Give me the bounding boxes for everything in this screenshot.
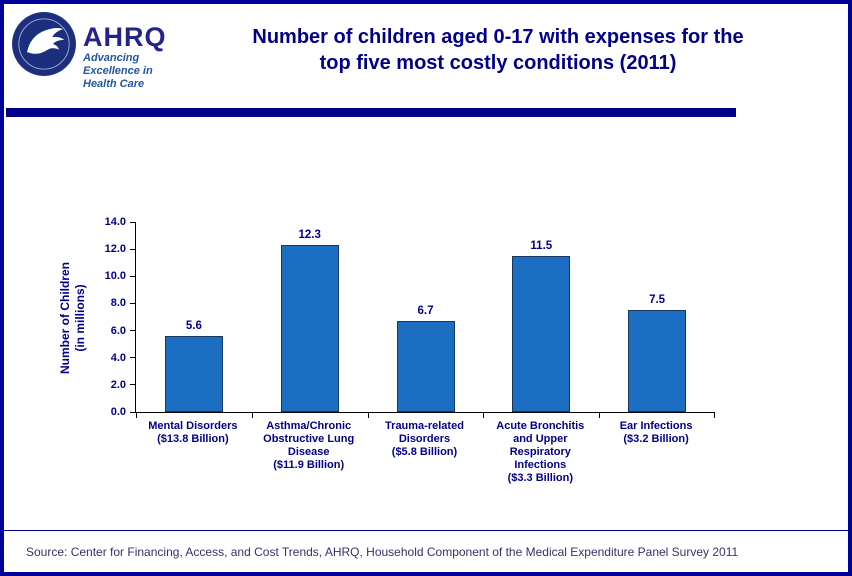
ahrq-tagline-line1: Advancing xyxy=(83,52,140,64)
x-axis-labels: Mental Disorders ($13.8 Billion) Asthma/C… xyxy=(135,420,715,510)
bar-4 xyxy=(512,255,571,412)
y-tick-mark xyxy=(130,248,136,250)
bar-value-label: 6.7 xyxy=(417,305,434,318)
hhs-seal-icon xyxy=(12,12,76,76)
x-category-label: Asthma/Chronic Obstructive Lung Disease … xyxy=(263,420,355,471)
bar-5 xyxy=(628,310,687,412)
y-tick-mark xyxy=(130,384,136,386)
x-tick-mark xyxy=(599,412,601,418)
chart-title-line2: top five most costly conditions (2011) xyxy=(319,52,677,74)
x-category-label: Ear Infections ($3.2 Billion) xyxy=(619,420,693,445)
y-tick-mark xyxy=(130,330,136,332)
y-tick-mark xyxy=(130,302,136,304)
bar-value-label: 5.6 xyxy=(185,320,202,332)
plot-area: 5.6 12.3 6.7 11.5 7.5 xyxy=(130,221,715,418)
x-tick-mark xyxy=(483,412,485,418)
y-tick-label: 8.0 xyxy=(110,297,126,310)
ahrq-tagline: Advancing Excellence in Health Care xyxy=(83,52,167,91)
y-tick-label: 4.0 xyxy=(110,351,126,364)
x-tick-mark xyxy=(367,412,369,418)
bar-value-label: 11.5 xyxy=(530,239,553,252)
ahrq-tagline-line3: Health Care xyxy=(83,78,145,90)
y-axis-title-line1: Number of Children xyxy=(58,262,72,375)
y-tick-label: 2.0 xyxy=(110,378,126,391)
ahrq-tagline-line2: Excellence in xyxy=(83,65,153,77)
x-tick-mark xyxy=(251,412,253,418)
header-divider-bar xyxy=(6,108,736,117)
y-tick-label: 0.0 xyxy=(110,406,126,418)
y-tick-label: 14.0 xyxy=(104,216,126,228)
y-tick-mark xyxy=(130,221,136,223)
ahrq-logo: AHRQ Advancing Excellence in Health Care xyxy=(10,10,167,91)
y-tick-mark xyxy=(130,275,136,277)
y-tick-label: 6.0 xyxy=(110,324,126,337)
y-tick-mark xyxy=(130,357,136,359)
chart-title-line1: Number of children aged 0-17 with expens… xyxy=(252,26,744,48)
y-axis-ticks: 0.0 2.0 4.0 6.0 8.0 10.0 12.0 14.0 xyxy=(86,216,130,418)
x-category-label: Mental Disorders ($13.8 Billion) xyxy=(148,420,238,445)
y-tick-mark xyxy=(130,411,136,413)
chart-title: Number of children aged 0-17 with expens… xyxy=(184,24,812,76)
x-category-label: Trauma-related Disorders ($5.8 Billion) xyxy=(385,420,464,458)
bar-2 xyxy=(280,245,339,412)
x-tick-mark xyxy=(136,412,137,418)
source-text: Source: Center for Financing, Access, an… xyxy=(26,545,739,559)
ahrq-wordmark: AHRQ xyxy=(83,22,167,52)
bar-value-label: 12.3 xyxy=(298,229,321,242)
bar-1 xyxy=(164,336,223,412)
bar-value-label: 7.5 xyxy=(649,294,666,307)
x-tick-mark xyxy=(714,412,715,418)
bar-3 xyxy=(396,321,455,412)
footer-divider xyxy=(4,530,848,531)
y-tick-label: 12.0 xyxy=(104,243,126,256)
y-tick-label: 10.0 xyxy=(104,270,126,283)
ahrq-logo-text: AHRQ Advancing Excellence in Health Care xyxy=(83,10,167,91)
x-category-label: Acute Bronchitis and Upper Respiratory I… xyxy=(496,420,585,484)
